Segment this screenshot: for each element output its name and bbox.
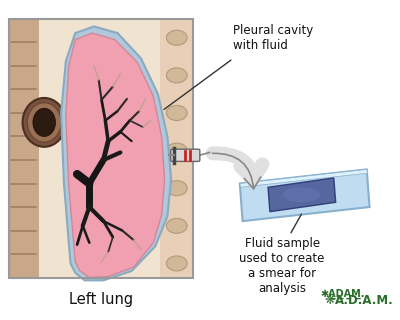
Polygon shape [66,33,164,277]
Polygon shape [61,27,171,280]
Bar [10,19,193,277]
FancyArrowPatch shape [212,153,262,179]
Ellipse shape [166,218,187,233]
Polygon shape [240,169,368,187]
Text: Left lung: Left lung [68,292,133,307]
Text: Fluid sample
used to create
a smear for
analysis: Fluid sample used to create a smear for … [240,237,325,295]
Bar [10,19,40,277]
Polygon shape [268,178,336,212]
Ellipse shape [33,108,56,137]
Ellipse shape [283,187,321,202]
Ellipse shape [166,143,187,158]
Ellipse shape [166,106,187,121]
Ellipse shape [27,103,61,142]
Ellipse shape [22,98,66,147]
Ellipse shape [166,30,187,45]
Text: Pleural cavity
with fluid: Pleural cavity with fluid [233,24,314,52]
Ellipse shape [166,181,187,196]
FancyBboxPatch shape [171,149,200,161]
Text: ✱A̲D̲A̲M̲.: ✱A̲D̲A̲M̲. [320,289,365,299]
Ellipse shape [166,256,187,271]
Text: ❋: ❋ [324,293,335,307]
Bar [160,19,193,277]
Text: A.D.A.M.: A.D.A.M. [335,294,394,308]
FancyArrowPatch shape [212,153,261,189]
Bar [10,19,193,277]
Polygon shape [240,169,370,221]
Ellipse shape [166,68,187,83]
